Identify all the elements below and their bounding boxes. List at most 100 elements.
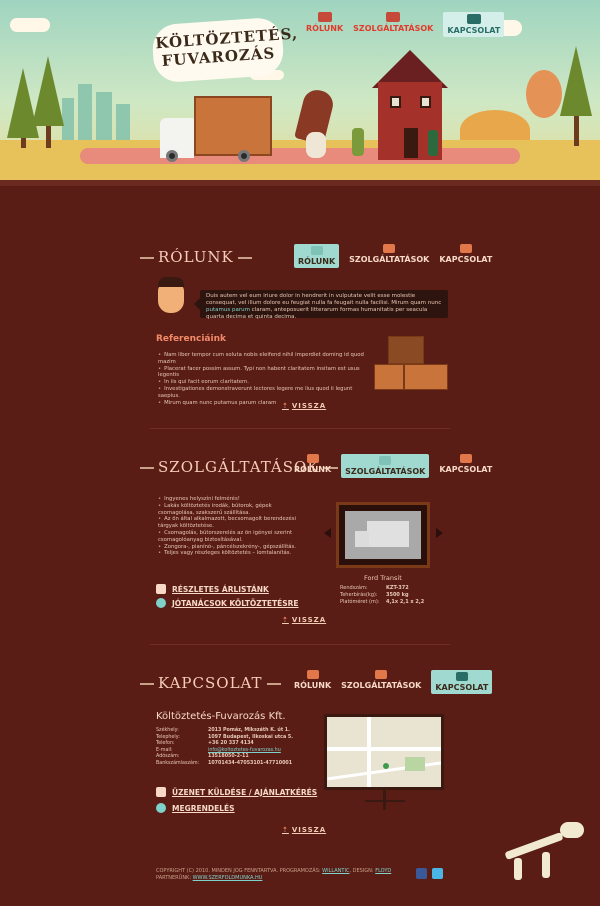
- nav-szolgaltatasok[interactable]: SZOLGÁLTATÁSOK: [341, 670, 421, 694]
- fossil-skull: [560, 822, 584, 838]
- fossil-bone: [542, 852, 550, 878]
- email-link[interactable]: info@koltoztetes-fuvarozas.hu: [208, 747, 281, 753]
- person-icon: [306, 670, 319, 679]
- person-icon: [306, 454, 319, 463]
- section-title-szolgaltatasok: SZOLGÁLTATÁSOK: [140, 458, 337, 476]
- truck-box-shape: [367, 521, 409, 547]
- cardboard-box: [404, 364, 448, 390]
- signpost-icon: [459, 454, 472, 463]
- dinosaur-fossil-illustration: [494, 822, 594, 884]
- nav-kapcsolat[interactable]: KAPCSOLAT: [431, 670, 493, 694]
- nav-szolgaltatasok[interactable]: SZOLGÁLTATÁSOK: [353, 12, 433, 37]
- arrow-up-icon: ⇡: [282, 616, 289, 624]
- arrow-up-icon: ⇡: [282, 402, 289, 410]
- back-to-top-link[interactable]: ⇡ VISSZA: [282, 616, 327, 624]
- list-item: Mirum quam nunc putamus parum claram: [158, 400, 368, 407]
- section-title-kapcsolat: KAPCSOLAT: [140, 674, 281, 692]
- document-icon: [156, 584, 166, 594]
- price-list-link[interactable]: RÉSZLETES ÁRLISTÁNK: [156, 584, 269, 594]
- phone-icon: [156, 803, 166, 813]
- city-skyline: [62, 98, 74, 144]
- truck-icon: [383, 244, 396, 253]
- services-section-nav: RÓLUNK SZOLGÁLTATÁSOK KAPCSOLAT: [294, 454, 492, 478]
- list-item: Zongora-, pianínó-, páncélszekrény-, gép…: [158, 544, 304, 551]
- lightbulb-icon: [156, 598, 166, 608]
- tree: [32, 56, 64, 126]
- moving-truck-cab: [160, 118, 194, 158]
- nav-rolunk[interactable]: RÓLUNK: [294, 670, 331, 694]
- mover-character: [306, 132, 326, 158]
- truck-icon: [379, 456, 392, 465]
- notepad-icon: [156, 787, 166, 797]
- house-window: [420, 96, 431, 108]
- tips-link[interactable]: JÓTANÁCSOK KÖLTÖZTETÉSRE: [156, 598, 299, 608]
- tree-trunk: [46, 116, 51, 148]
- city-skyline: [78, 84, 92, 144]
- person-icon: [310, 246, 323, 255]
- cardboard-box: [374, 364, 404, 390]
- section-title-rolunk: RÓLUNK: [140, 248, 252, 266]
- moving-truck-cargo: [194, 96, 272, 156]
- contact-row: E-mail: info@koltoztetes-fuvarozas.hu: [156, 747, 281, 753]
- references-title: Referenciáink: [156, 334, 226, 344]
- vehicle-photo: [345, 511, 421, 559]
- list-item: Nam liber tempor cum soluta nobis eleife…: [158, 352, 368, 366]
- map-park: [405, 757, 425, 771]
- nav-kapcsolat[interactable]: KAPCSOLAT: [439, 244, 492, 268]
- nav-szolgaltatasok[interactable]: SZOLGÁLTATÁSOK: [341, 454, 430, 478]
- spec-row: Rendszám: KZT-372: [340, 585, 409, 591]
- nav-rolunk[interactable]: RÓLUNK: [294, 244, 340, 268]
- arrow-up-icon: ⇡: [282, 826, 289, 834]
- nav-szolgaltatasok[interactable]: SZOLGÁLTATÁSOK: [349, 244, 429, 268]
- designer-link[interactable]: FLOYD: [375, 868, 392, 874]
- cloud: [250, 70, 284, 80]
- house-roof: [372, 50, 448, 88]
- truck-wheel: [166, 150, 178, 162]
- map-marker-icon: [383, 763, 389, 769]
- nav-kapcsolat[interactable]: KAPCSOLAT: [443, 12, 505, 37]
- partner-line: PARTNERÜNK: WWW.SZERFOLDMUNKA.HU: [156, 875, 263, 881]
- list-item: Investigationes demonstraverunt lectores…: [158, 386, 368, 400]
- vehicle-specs: Rendszám: KZT-372 Teherbírás(kg): 3500 kg …: [340, 585, 424, 606]
- house-door: [404, 128, 418, 158]
- list-item: In iis qui facit eorum claritatem.: [158, 379, 368, 386]
- wooden-crate: [388, 336, 424, 364]
- owner-character: [428, 130, 438, 156]
- list-item: Ingyenes helyszíni felmérés!: [158, 496, 304, 503]
- spec-row: Teherbírás(kg): 3500 kg: [340, 592, 409, 598]
- nav-rolunk[interactable]: RÓLUNK: [294, 454, 331, 478]
- tree-autumn: [526, 70, 562, 118]
- send-message-link[interactable]: ÜZENET KÜLDÉSE / AJÁNLATKÉRÉS: [156, 787, 317, 797]
- gallery-next-arrow-icon[interactable]: [436, 528, 443, 538]
- tree-trunk: [574, 110, 579, 146]
- back-to-top-link[interactable]: ⇡ VISSZA: [282, 402, 327, 410]
- about-section-nav: RÓLUNK SZOLGÁLTATÁSOK KAPCSOLAT: [294, 244, 492, 268]
- twitter-icon[interactable]: [432, 868, 443, 879]
- contact-section-nav: RÓLUNK SZOLGÁLTATÁSOK KAPCSOLAT: [294, 670, 493, 694]
- gallery-prev-arrow-icon[interactable]: [324, 528, 331, 538]
- partner-link[interactable]: WWW.SZERFOLDMUNKA.HU: [192, 875, 263, 881]
- programmer-link[interactable]: WILLANTIC: [322, 868, 350, 874]
- mover-character: [352, 128, 364, 156]
- location-map[interactable]: [324, 714, 444, 790]
- section-divider: [150, 644, 450, 645]
- moving-boxes-illustration: [374, 336, 448, 390]
- back-to-top-link[interactable]: ⇡ VISSZA: [282, 826, 327, 834]
- about-speech-bubble: Duis autem vel eum iriure dolor in hendr…: [194, 290, 448, 320]
- easel-legs: [365, 800, 405, 810]
- order-link[interactable]: MEGRENDELÉS: [156, 803, 235, 813]
- bubble-highlight: putamus parum: [206, 307, 250, 313]
- map-road: [367, 717, 371, 787]
- footer: COPYRIGHT (C) 2010. MINDEN JOG FENNTARTV…: [156, 868, 391, 882]
- signpost-icon: [455, 672, 468, 681]
- list-item: Csomagolás, bútorszerelés az ön igényei …: [158, 530, 304, 544]
- tree: [560, 46, 592, 116]
- nav-rolunk[interactable]: RÓLUNK: [306, 12, 343, 37]
- fossil-bone: [514, 858, 522, 880]
- truck-cab-shape: [355, 531, 369, 547]
- facebook-icon[interactable]: [416, 868, 427, 879]
- list-item: Lakás költöztetés irodák, bútorok, gépek…: [158, 503, 304, 517]
- truck-wheel: [238, 150, 250, 162]
- site-logo[interactable]: KÖLTÖZTETÉS, FUVAROZÁS: [154, 19, 299, 81]
- nav-kapcsolat[interactable]: KAPCSOLAT: [439, 454, 492, 478]
